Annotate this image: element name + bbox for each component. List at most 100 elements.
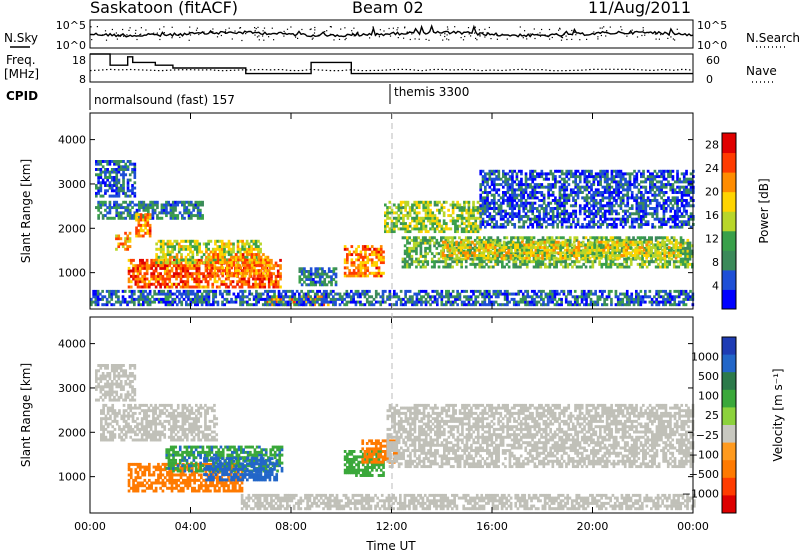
scatter-cell [341,295,344,299]
nsearch-point [454,26,456,28]
scatter-cell [600,256,603,260]
scatter-cell [343,245,347,249]
scatter-cell [463,295,466,299]
nsearch-point [435,32,437,34]
scatter-cell [417,241,421,245]
nsearch-point [245,33,247,35]
scatter-cell [403,265,407,269]
scatter-cell [246,295,249,299]
scatter-cell [198,295,202,299]
scatter-cell [104,176,107,179]
scatter-cell [569,303,573,307]
scatter-cell [259,242,262,246]
nsearch-point [309,28,311,31]
scatter-cell [464,265,468,269]
scatter-cell [227,245,231,249]
scatter-cell [110,292,114,296]
nsearch-point [135,29,137,31]
scatter-cell [330,283,333,287]
scatter-cell [122,186,125,190]
scatter-cell [679,257,683,261]
scatter-cell [471,262,475,266]
scatter-cell [447,295,450,299]
scatter-cell [374,295,378,299]
scatter-cell [199,211,202,215]
scatter-cell [440,230,444,234]
scatter-cell [508,300,511,304]
scatter-cell [508,204,512,208]
scatter-cell [377,269,381,273]
scatter-cell [384,219,387,223]
scatter-cell [483,292,487,296]
scatter-cell [611,262,615,266]
scatter-cell [445,292,448,296]
scatter-cell [145,264,149,268]
scatter-cell [549,292,552,296]
scatter-cell [131,168,134,171]
scatter-cell [426,262,430,266]
scatter-cell [454,206,457,210]
scatter-cell [619,300,622,304]
scatter-cell [518,256,522,260]
scatter-cell [456,297,459,301]
scatter-cell [550,243,553,247]
scatter-cell [286,295,290,299]
scatter-cell [279,264,282,268]
scatter-cell [546,297,550,301]
scatter-cell [502,169,505,173]
scatter-cell [309,295,312,299]
scatter-cell [252,242,256,246]
scatter-cell [543,243,547,247]
scatter-cell [484,248,488,252]
scatter-cell [197,264,201,268]
scatter-cell [488,300,491,304]
scatter-cell [108,211,112,215]
scatter-cell [377,255,381,259]
scatter-cell [160,203,164,207]
scatter-cell [554,243,558,247]
scatter-cell [244,266,247,270]
scatter-cell [106,170,109,174]
scatter-cell [645,254,648,257]
scatter-cell [272,266,276,270]
nsearch-point [430,27,432,29]
scatter-cell [241,263,245,267]
scatter-cell [137,221,141,225]
scatter-cell [272,272,276,276]
scatter-cell [634,243,637,247]
nsearch-point [357,31,359,33]
scatter-cell [298,270,302,273]
scatter-cell [484,212,487,216]
scatter-cell [182,297,186,301]
scatter-cell [184,245,188,249]
scatter-cell [248,289,251,293]
nsearch-point [311,38,313,40]
scatter-cell [430,238,434,242]
scatter-cell [97,203,100,207]
scatter-cell [496,240,499,244]
scatter-cell [152,282,156,286]
scatter-cell [124,237,127,241]
scatter-cell [453,260,457,264]
scatter-cell [411,300,414,304]
scatter-cell [502,217,505,221]
scatter-cell [305,270,308,273]
scatter-cell [393,292,396,296]
scatter-cell [198,300,202,304]
scatter-cell [108,181,112,185]
scatter-cell [256,285,260,289]
scatter-cell [144,213,147,217]
scatter-cell [268,289,272,293]
scatter-cell [503,295,507,299]
nsearch-point [621,29,623,31]
scatter-cell [553,292,557,296]
scatter-cell [273,303,276,307]
scatter-cell [135,215,138,219]
scatter-cell [171,297,175,301]
scatter-cell [375,247,379,251]
scatter-cell [587,238,590,242]
scatter-cell [185,295,188,299]
scatter-cell [257,250,260,254]
scatter-cell [250,258,254,262]
scatter-cell [408,254,411,258]
